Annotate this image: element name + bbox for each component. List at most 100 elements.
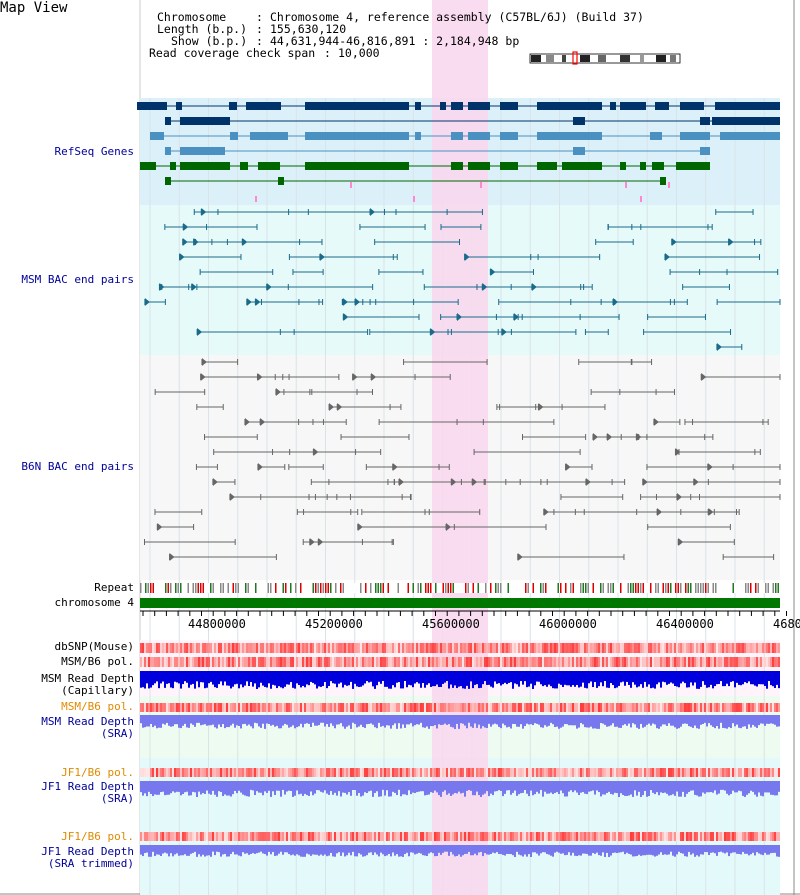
polymorphism-cell bbox=[436, 643, 438, 653]
polymorphism-cell bbox=[298, 768, 300, 777]
polymorphism-cell bbox=[600, 657, 602, 667]
polymorphism-cell bbox=[160, 832, 162, 841]
polymorphism-cell bbox=[494, 768, 496, 777]
polymorphism-cell bbox=[434, 832, 436, 841]
polymorphism-cell bbox=[508, 768, 510, 777]
gene-exon bbox=[700, 117, 710, 125]
polymorphism-cell bbox=[470, 768, 472, 777]
read-depth-bar bbox=[296, 715, 298, 728]
polymorphism-cell bbox=[506, 643, 508, 653]
polymorphism-cell bbox=[598, 657, 600, 667]
read-depth-bar bbox=[578, 845, 580, 856]
polymorphism-cell bbox=[632, 832, 634, 841]
track-label-refseq[interactable]: RefSeq Genes bbox=[54, 145, 134, 158]
polymorphism-cell bbox=[530, 832, 532, 841]
read-depth-bar bbox=[268, 671, 270, 684]
polymorphism-cell bbox=[162, 832, 164, 841]
read-depth-bar bbox=[762, 715, 764, 724]
polymorphism-cell bbox=[514, 657, 516, 667]
gene-exon bbox=[640, 102, 646, 110]
polymorphism-cell bbox=[362, 703, 364, 712]
polymorphism-cell bbox=[288, 657, 290, 667]
polymorphism-cell bbox=[142, 703, 144, 712]
polymorphism-cell bbox=[148, 657, 150, 667]
polymorphism-cell bbox=[270, 657, 272, 667]
read-depth-bar bbox=[588, 671, 590, 684]
repeat-mark bbox=[542, 583, 544, 593]
polymorphism-cell bbox=[296, 657, 298, 667]
polymorphism-cell bbox=[388, 768, 390, 777]
polymorphism-cell bbox=[496, 768, 498, 777]
track-label-msm-bac[interactable]: MSM BAC end pairs bbox=[21, 273, 134, 286]
read-depth-bar bbox=[364, 671, 366, 684]
read-depth-bar bbox=[472, 715, 474, 728]
polymorphism-cell bbox=[558, 832, 560, 841]
read-depth-bar bbox=[140, 845, 142, 855]
polymorphism-cell bbox=[304, 768, 306, 777]
read-depth-bar bbox=[214, 845, 216, 856]
polymorphism-cell bbox=[226, 657, 228, 667]
polymorphism-cell bbox=[228, 643, 230, 653]
read-depth-bar bbox=[616, 715, 618, 727]
polymorphism-cell bbox=[316, 768, 318, 777]
polymorphism-cell bbox=[402, 768, 404, 777]
gene-exon bbox=[720, 132, 780, 140]
read-depth-bar bbox=[764, 845, 766, 853]
polymorphism-cell bbox=[386, 768, 388, 777]
read-depth-bar bbox=[348, 781, 350, 793]
polymorphism-cell bbox=[564, 703, 566, 712]
bac-arrow bbox=[244, 418, 250, 426]
read-depth-bar bbox=[246, 671, 248, 682]
read-depth-bar bbox=[546, 671, 548, 687]
read-depth-bar bbox=[556, 715, 558, 727]
repeat-mark bbox=[582, 583, 584, 593]
polymorphism-cell bbox=[172, 643, 174, 653]
polymorphism-cell bbox=[690, 657, 692, 667]
polymorphism-cell bbox=[248, 703, 250, 712]
polymorphism-cell bbox=[622, 703, 624, 712]
polymorphism-cell bbox=[494, 703, 496, 712]
read-depth-bar bbox=[156, 845, 158, 855]
read-depth-bar bbox=[554, 781, 556, 793]
read-depth-bar bbox=[458, 845, 460, 855]
read-depth-bar bbox=[664, 715, 666, 725]
bac-arrow bbox=[257, 463, 263, 471]
read-depth-bar bbox=[420, 781, 422, 792]
polymorphism-cell bbox=[648, 643, 650, 653]
read-depth-bar bbox=[270, 671, 272, 689]
read-depth-bar bbox=[142, 671, 144, 688]
polymorphism-cell bbox=[512, 768, 514, 777]
read-depth-bar bbox=[140, 715, 142, 724]
read-depth-bar bbox=[676, 671, 678, 687]
polymorphism-cell bbox=[160, 643, 162, 653]
polymorphism-cell bbox=[710, 657, 712, 667]
gene-exon bbox=[468, 162, 490, 170]
read-depth-bar bbox=[216, 781, 218, 797]
polymorphism-cell bbox=[260, 768, 262, 777]
polymorphism-cell bbox=[652, 832, 654, 841]
read-depth-bar bbox=[668, 845, 670, 855]
polymorphism-cell bbox=[524, 832, 526, 841]
read-depth-bar bbox=[760, 671, 762, 685]
polymorphism-cell bbox=[154, 768, 156, 777]
read-depth-bar bbox=[152, 671, 154, 686]
polymorphism-cell bbox=[474, 643, 476, 653]
read-depth-bar bbox=[270, 781, 272, 797]
polymorphism-cell bbox=[372, 768, 374, 777]
polymorphism-cell bbox=[230, 643, 232, 653]
header-length-value: 155,630,120 bbox=[270, 22, 347, 36]
repeat-mark bbox=[330, 583, 332, 593]
polymorphism-cell bbox=[164, 643, 166, 653]
track-label-b6n-bac[interactable]: B6N BAC end pairs bbox=[21, 460, 134, 473]
polymorphism-cell bbox=[378, 703, 380, 712]
polymorphism-cell bbox=[280, 768, 282, 777]
read-depth-bar bbox=[234, 671, 236, 685]
read-depth-bar bbox=[600, 715, 602, 723]
polymorphism-cell bbox=[608, 643, 610, 653]
polymorphism-cell bbox=[192, 703, 194, 712]
read-depth-bar bbox=[708, 845, 710, 855]
polymorphism-cell bbox=[734, 657, 736, 667]
read-depth-bar bbox=[592, 781, 594, 791]
repeat-mark bbox=[662, 583, 664, 593]
